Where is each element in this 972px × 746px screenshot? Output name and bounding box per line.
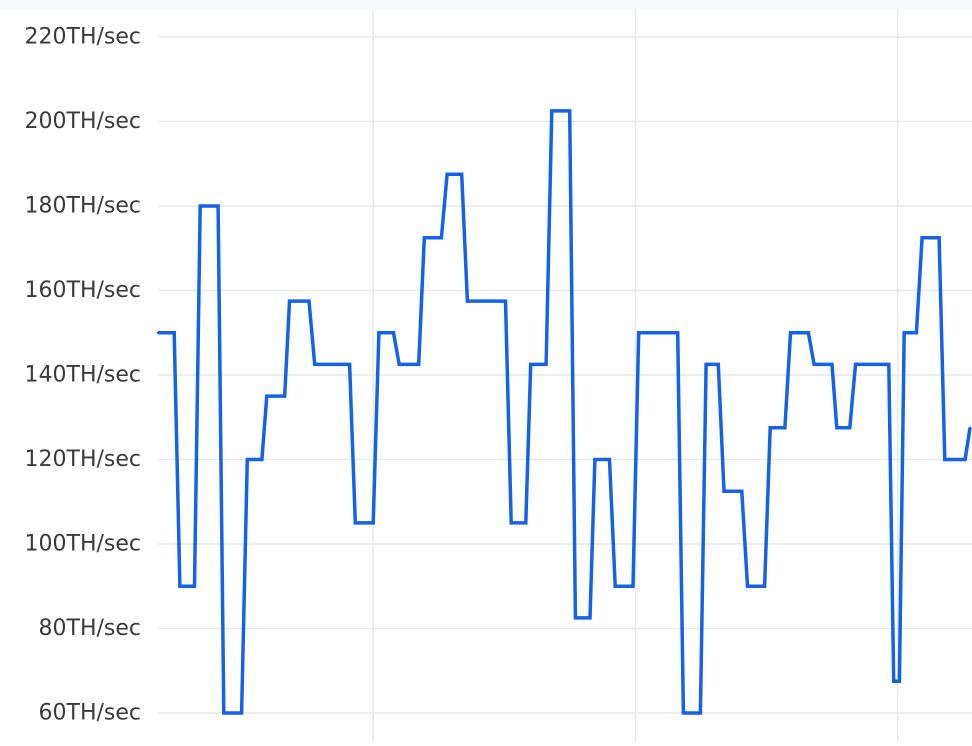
series-point: [240, 711, 243, 715]
series-point: [637, 331, 640, 334]
series-point: [372, 521, 375, 525]
series-point: [682, 711, 685, 715]
series-point: [963, 458, 967, 461]
series-point: [193, 585, 196, 588]
series-point: [178, 585, 182, 588]
series-point: [445, 173, 449, 176]
series-point: [769, 426, 772, 429]
series-point: [307, 299, 311, 303]
series-point: [807, 331, 810, 334]
series-line: [158, 109, 972, 715]
series-point: [699, 711, 702, 715]
series-point: [812, 363, 816, 366]
series-point: [915, 331, 918, 334]
series-point: [440, 236, 443, 239]
series-point: [717, 363, 720, 366]
series-point: [835, 426, 838, 429]
series-point: [593, 458, 597, 461]
series-point: [920, 236, 924, 239]
series-point: [460, 173, 463, 176]
series-point: [704, 363, 708, 366]
series-point: [789, 331, 792, 334]
y-tick-label: 160TH/sec: [25, 278, 141, 303]
series-point: [173, 331, 176, 334]
y-tick-label: 80TH/sec: [39, 616, 141, 641]
series-point: [377, 331, 381, 334]
y-tick-label: 140TH/sec: [25, 363, 141, 388]
series-point: [783, 426, 787, 429]
series-point: [398, 363, 401, 366]
series-point: [848, 426, 851, 429]
grid-layer: [158, 9, 972, 742]
series-point: [722, 490, 726, 493]
series-point: [265, 394, 268, 398]
y-tick-label: 120TH/sec: [25, 447, 141, 472]
series-point: [608, 458, 611, 461]
y-axis-ticks: 220TH/sec 200TH/sec 180TH/sec 160TH/sec 140T…: [25, 25, 141, 726]
series-point: [216, 204, 220, 208]
series-point: [574, 616, 577, 620]
series-point: [199, 204, 202, 208]
series-point: [568, 109, 571, 113]
series-point: [968, 426, 972, 429]
series-point: [417, 363, 420, 366]
series-point: [830, 363, 834, 366]
series-point: [524, 521, 527, 525]
series-point: [763, 585, 766, 588]
series-point: [887, 363, 890, 366]
series-point: [631, 585, 635, 588]
y-tick-label: 60TH/sec: [39, 701, 141, 726]
series-point: [937, 236, 941, 239]
series-point: [588, 616, 592, 620]
series-point: [676, 331, 679, 334]
series-point: [746, 585, 749, 588]
y-tick-label: 100TH/sec: [25, 532, 141, 557]
series-point: [466, 299, 469, 303]
series-point: [903, 331, 906, 334]
series-point: [740, 490, 743, 493]
series-point: [354, 521, 357, 525]
series-point: [854, 363, 857, 366]
series-point: [423, 236, 426, 239]
series-point: [348, 363, 351, 366]
series-layer: [156, 109, 972, 715]
series-point: [898, 680, 901, 683]
series-point: [156, 331, 160, 334]
series-point: [504, 299, 507, 303]
y-tick-label: 180TH/sec: [25, 194, 141, 219]
series-point: [392, 331, 395, 334]
series-point: [943, 458, 946, 461]
top-strip: [0, 0, 972, 9]
series-point: [614, 585, 617, 588]
y-tick-label: 200TH/sec: [25, 109, 141, 134]
series-point: [529, 363, 532, 366]
series-point: [892, 680, 895, 683]
series-point: [283, 394, 286, 398]
series-point: [544, 363, 548, 366]
series-point: [260, 458, 264, 461]
series-point: [313, 363, 316, 366]
series-point: [510, 521, 513, 525]
y-tick-label: 220TH/sec: [25, 25, 141, 50]
series-point: [246, 458, 249, 461]
series-point: [550, 109, 553, 113]
series-point: [288, 299, 291, 303]
series-point: [222, 711, 225, 715]
